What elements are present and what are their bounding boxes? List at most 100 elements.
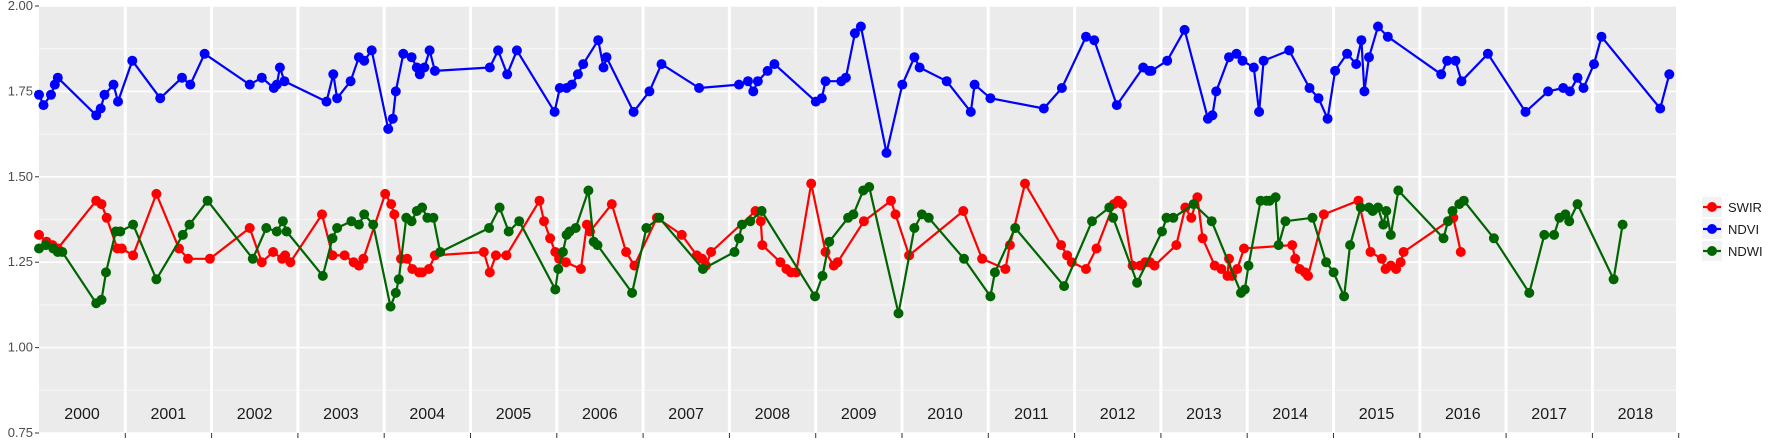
data-point-ndwi [368,219,379,230]
data-point-ndvi [572,69,583,80]
data-point-ndvi [734,79,744,90]
data-point-ndwi [1393,185,1404,196]
data-point-ndvi [748,86,759,97]
data-point-swir [1239,243,1249,254]
year-label: 2000 [64,406,100,423]
data-point-ndvi [332,93,343,104]
data-point-ndvi [274,62,285,73]
y-tick-label: 1.00 [8,340,33,355]
data-point-ndvi [1564,86,1575,97]
data-point-ndvi [1038,103,1049,114]
data-point-ndvi [502,69,513,80]
y-tick-label: 0.75 [8,425,33,440]
data-point-ndvi [628,106,639,117]
data-point-ndwi [346,216,357,227]
data-point-ndvi [1162,55,1173,66]
data-point-ndvi [38,100,49,111]
legend-item-ndwi: NDWI [1702,241,1763,261]
series-layer [34,21,1675,319]
year-label: 2012 [1100,406,1136,423]
data-point-ndwi [1239,284,1250,295]
year-label: 2007 [668,406,704,423]
data-point-swir [380,188,391,199]
legend-label: NDWI [1728,244,1763,259]
data-point-ndvi [644,86,655,97]
data-point-swir [204,253,215,264]
data-point-ndwi [1010,223,1021,233]
data-point-ndwi [1524,287,1535,298]
data-point-swir [183,253,193,264]
data-point-ndvi [390,86,401,97]
data-point-ndvi [113,96,123,107]
data-point-ndvi [99,89,110,100]
data-point-swir [1455,247,1466,257]
data-point-swir [358,253,369,264]
data-point-ndvi [52,72,63,83]
data-point-ndvi [914,62,925,73]
data-point-ndvi [1258,55,1269,66]
data-point-ndvi [1231,48,1242,59]
data-point-ndvi [366,45,377,56]
data-point-ndvi [840,72,851,83]
data-point-ndwi [417,202,428,213]
year-label: 2010 [927,406,963,423]
data-point-ndwi [1157,226,1167,237]
year-label: 2004 [409,406,445,423]
data-point-ndwi [317,270,328,281]
data-point-ndvi [406,52,417,63]
data-point-ndvi [1456,76,1467,87]
data-point-ndvi [1450,55,1461,66]
data-point-ndvi [1482,48,1493,59]
legend-item-swir: SWIR [1702,197,1762,217]
data-point-ndvi [1330,65,1341,76]
data-point-swir [101,212,112,223]
y-tick-label: 2.00 [8,0,33,13]
data-point-ndwi [514,216,525,227]
data-point-ndvi [1248,62,1259,73]
data-point-ndwi [756,206,767,216]
data-point-swir [1303,270,1313,281]
data-point-ndwi [332,223,343,233]
data-point-ndwi [583,185,594,196]
data-point-swir [96,199,107,210]
series-ndwi [34,182,1628,319]
data-point-ndvi [484,62,495,73]
data-point-ndwi [96,294,107,305]
data-point-ndwi [247,253,258,264]
data-point-ndvi [769,59,780,70]
data-point-ndvi [549,106,560,117]
data-point-ndvi [1655,103,1666,114]
data-point-swir [606,199,617,210]
data-point-ndvi [345,76,356,87]
data-point-swir [977,253,988,264]
data-point-ndvi [419,62,430,73]
data-point-swir [327,250,338,261]
data-point-swir [280,250,291,261]
year-label: 2014 [1272,406,1308,423]
data-point-ndwi [1345,240,1356,251]
data-point-ndwi [959,253,969,264]
data-point-ndvi [1382,31,1393,42]
data-point-swir [317,209,327,220]
data-point-swir [1287,240,1298,251]
data-point-ndvi [1596,31,1607,42]
data-point-ndwi [557,247,568,257]
data-point-ndwi [985,291,996,302]
data-point-ndvi [1081,31,1091,42]
data-point-ndwi [1378,219,1389,230]
data-point-ndwi [1381,206,1392,216]
data-point-swir [560,257,571,268]
series-ndvi [34,21,1675,158]
data-point-ndwi [550,284,561,295]
data-point-ndvi [1664,69,1675,80]
data-point-ndwi [1443,216,1453,227]
data-point-ndvi [1211,86,1222,97]
data-point-ndwi [359,209,370,220]
data-point-ndvi [185,79,196,90]
data-point-swir [389,209,400,220]
data-point-ndwi [1617,219,1628,230]
data-point-ndwi [277,216,288,227]
data-point-swir [1149,260,1160,271]
year-labels: 2000 2001 2002 2003 2004 2005 2006 2007 2008 2009… [64,406,1653,423]
data-point-ndwi [824,236,835,247]
